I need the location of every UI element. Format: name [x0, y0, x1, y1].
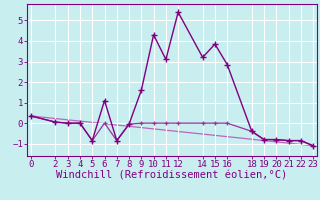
X-axis label: Windchill (Refroidissement éolien,°C): Windchill (Refroidissement éolien,°C)	[56, 171, 288, 181]
